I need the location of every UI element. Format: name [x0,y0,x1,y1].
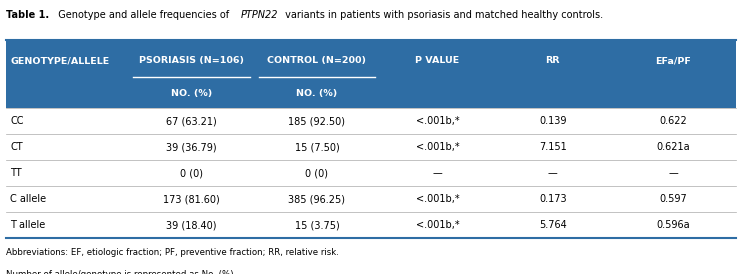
Text: 0.139: 0.139 [539,116,567,126]
Text: —: — [433,168,442,178]
Text: 39 (36.79): 39 (36.79) [166,142,217,152]
Text: <.001b,*: <.001b,* [416,220,459,230]
Text: 185 (92.50): 185 (92.50) [289,116,346,126]
Text: EFa/PF: EFa/PF [655,56,692,65]
Text: NO. (%): NO. (%) [171,89,212,98]
Text: PTPN22: PTPN22 [241,10,279,19]
Text: —: — [548,168,558,178]
Text: PSORIASIS (N=106): PSORIASIS (N=106) [139,56,244,65]
Text: CONTROL (N=200): CONTROL (N=200) [267,56,367,65]
Text: <.001b,*: <.001b,* [416,194,459,204]
Text: C allele: C allele [10,194,47,204]
Text: 39 (18.40): 39 (18.40) [166,220,217,230]
Text: RR: RR [545,56,560,65]
Text: CT: CT [10,142,23,152]
Text: 0 (0): 0 (0) [306,168,329,178]
Text: —: — [669,168,678,178]
Text: <.001b,*: <.001b,* [416,142,459,152]
Text: 15 (3.75): 15 (3.75) [295,220,339,230]
Text: 0.173: 0.173 [539,194,567,204]
Text: T allele: T allele [10,220,46,230]
Text: GENOTYPE/ALLELE: GENOTYPE/ALLELE [10,56,110,65]
Text: Number of allele/genotype is represented as No. (%).: Number of allele/genotype is represented… [6,270,236,274]
Text: CC: CC [10,116,24,126]
Text: <.001b,*: <.001b,* [416,116,459,126]
Text: 0.597: 0.597 [660,194,687,204]
Text: 5.764: 5.764 [539,220,567,230]
Text: P VALUE: P VALUE [416,56,459,65]
Text: 7.151: 7.151 [539,142,567,152]
Text: variants in patients with psoriasis and matched healthy controls.: variants in patients with psoriasis and … [282,10,603,19]
Text: 385 (96.25): 385 (96.25) [289,194,346,204]
Text: 15 (7.50): 15 (7.50) [295,142,339,152]
Text: 173 (81.60): 173 (81.60) [163,194,220,204]
Text: 0 (0): 0 (0) [180,168,203,178]
Text: 0.622: 0.622 [660,116,687,126]
Text: Genotype and allele frequencies of: Genotype and allele frequencies of [52,10,232,19]
Text: Table 1.: Table 1. [6,10,49,19]
Text: 67 (63.21): 67 (63.21) [166,116,217,126]
Text: TT: TT [10,168,22,178]
Text: 0.596a: 0.596a [657,220,690,230]
Text: Abbreviations: EF, etiologic fraction; PF, preventive fraction; RR, relative ris: Abbreviations: EF, etiologic fraction; P… [6,248,339,257]
Bar [6,40,736,108]
Text: NO. (%): NO. (%) [296,89,338,98]
Text: 0.621a: 0.621a [657,142,690,152]
